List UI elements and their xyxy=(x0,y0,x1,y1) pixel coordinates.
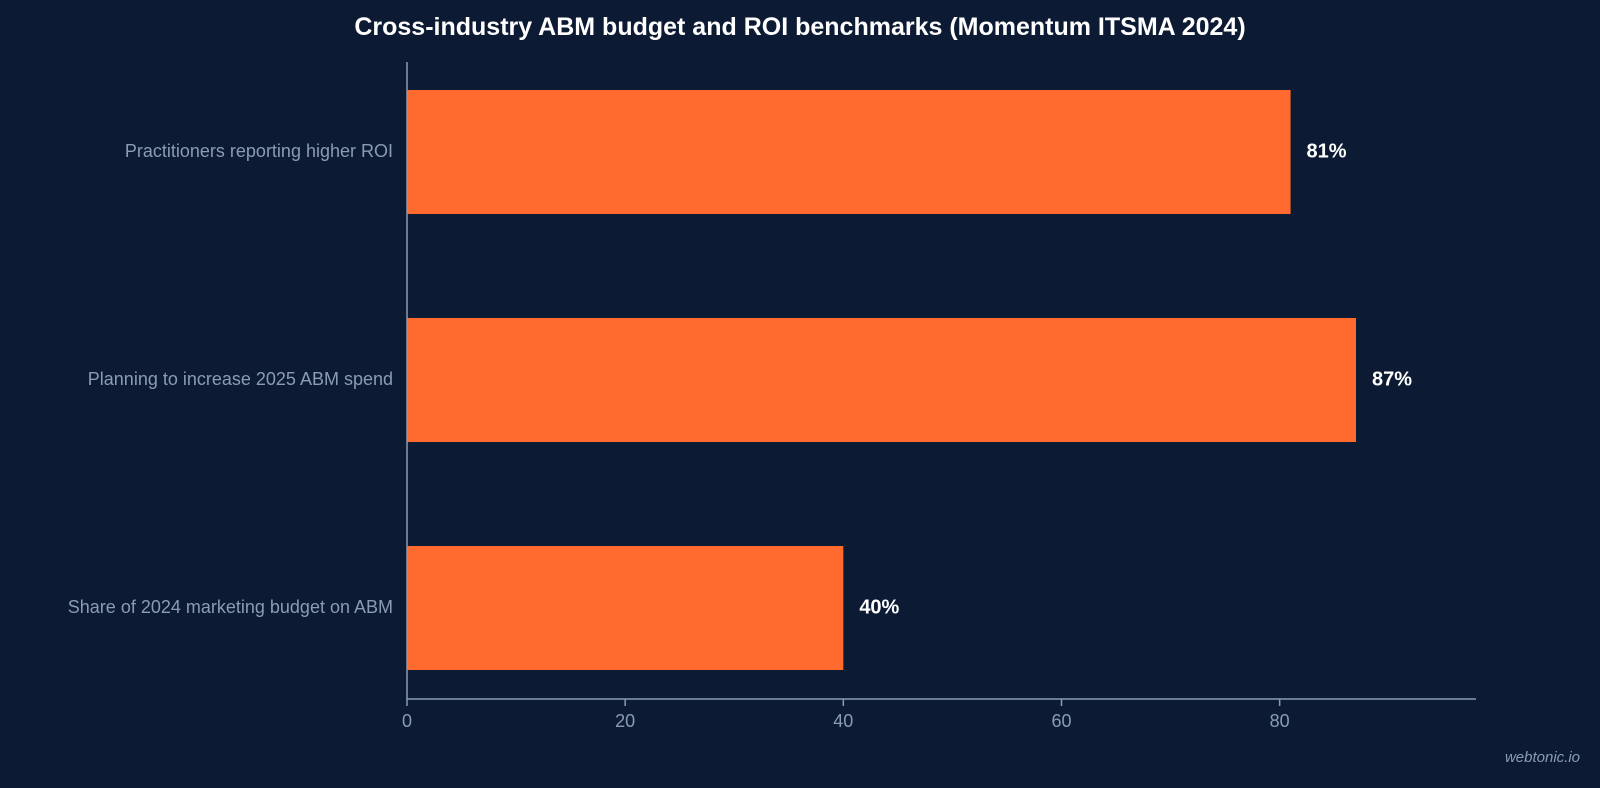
data-label-2: 40% xyxy=(859,596,899,618)
credit-text: webtonic.io xyxy=(1504,749,1580,766)
category-label-1: Planning to increase 2025 ABM spend xyxy=(88,369,393,389)
axes-layer: 0 20 40 60 80 xyxy=(402,62,1476,731)
bar-2 xyxy=(407,546,844,670)
category-label-2: Share of 2024 marketing budget on ABM xyxy=(68,597,393,617)
x-tick-label-0: 0 xyxy=(402,711,412,731)
bars-layer xyxy=(407,90,1357,670)
bar-0 xyxy=(407,90,1291,214)
x-tick-label-3: 60 xyxy=(1051,711,1071,731)
x-tick-label-1: 20 xyxy=(615,711,635,731)
chart-title: Cross-industry ABM budget and ROI benchm… xyxy=(354,13,1246,41)
x-tick-label-2: 40 xyxy=(833,711,853,731)
x-tick-label-4: 80 xyxy=(1270,711,1290,731)
bar-1 xyxy=(407,318,1357,442)
category-label-0: Practitioners reporting higher ROI xyxy=(125,141,393,161)
data-label-1: 87% xyxy=(1372,368,1412,390)
labels-layer: Practitioners reporting higher ROI 81% Pla… xyxy=(68,140,1412,618)
data-label-0: 81% xyxy=(1307,140,1347,162)
